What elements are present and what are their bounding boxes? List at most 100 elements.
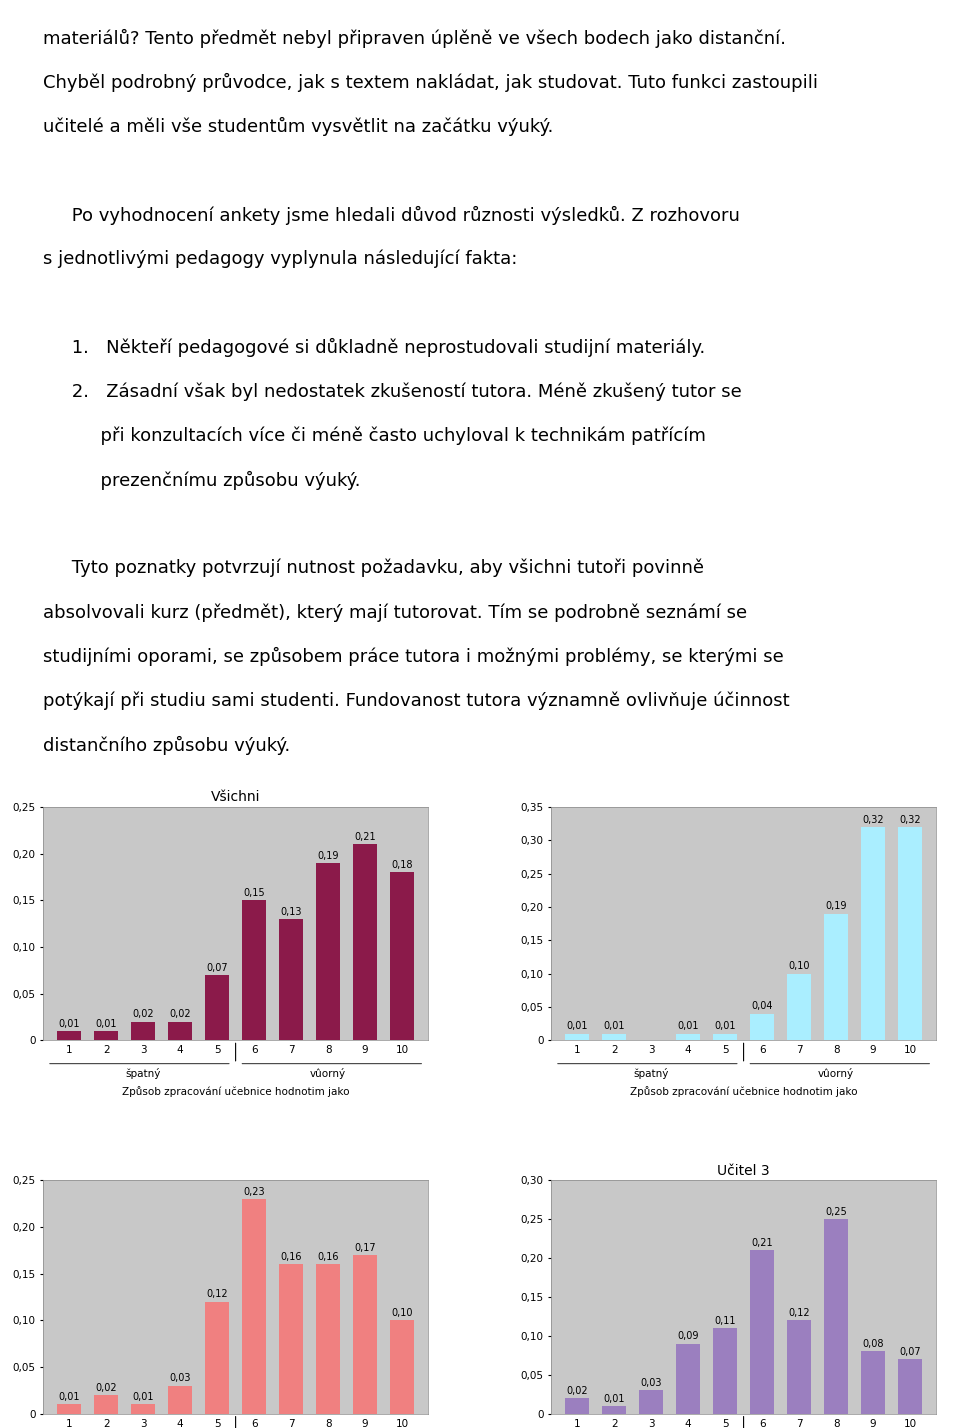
Text: 0,12: 0,12 [788, 1308, 810, 1318]
Bar [898, 827, 923, 1041]
Text: materiálů? Tento předmět nebyl připraven úplěně ve všech bodech jako distanční.: materiálů? Tento předmět nebyl připraven… [43, 29, 786, 49]
Text: 0,02: 0,02 [169, 1010, 191, 1020]
Text: 0,10: 0,10 [392, 1308, 413, 1318]
Text: 0,07: 0,07 [900, 1347, 921, 1357]
Text: 0,32: 0,32 [900, 815, 921, 825]
Title: Učitel 3: Učitel 3 [717, 1164, 770, 1178]
Bar [713, 1328, 737, 1414]
Text: 0,02: 0,02 [95, 1382, 117, 1392]
Text: 0,16: 0,16 [318, 1252, 339, 1262]
Bar [565, 1034, 589, 1041]
Text: špatný: špatný [126, 1068, 160, 1080]
Text: 0,10: 0,10 [788, 961, 810, 971]
Bar [750, 1014, 774, 1041]
Text: 0,01: 0,01 [59, 1392, 80, 1402]
Bar [787, 1321, 811, 1414]
Bar [676, 1034, 700, 1041]
Text: 0,19: 0,19 [318, 851, 339, 861]
Bar [824, 1220, 848, 1414]
Text: 0,11: 0,11 [714, 1315, 735, 1325]
Text: 0,21: 0,21 [354, 833, 376, 843]
Bar [279, 920, 303, 1041]
Bar [353, 844, 377, 1041]
Text: 2.   Zásadní však byl nedostatek zkušeností tutora. Méně zkušený tutor se: 2. Zásadní však byl nedostatek zkušenost… [43, 383, 742, 401]
Bar [676, 1344, 700, 1414]
Bar [205, 975, 229, 1041]
Text: s jednotlivými pedagogy vyplynula následující fakta:: s jednotlivými pedagogy vyplynula násled… [43, 250, 517, 268]
Bar [94, 1031, 118, 1041]
Text: distančního způsobu výuký.: distančního způsobu výuký. [43, 735, 291, 754]
Text: vûorný: vûorný [818, 1068, 854, 1080]
Bar [750, 1251, 774, 1414]
Text: 0,07: 0,07 [206, 962, 228, 972]
Bar [390, 873, 414, 1041]
Bar [639, 1391, 663, 1414]
Text: 0,03: 0,03 [640, 1378, 661, 1388]
Text: 0,17: 0,17 [354, 1242, 376, 1252]
Text: 0,15: 0,15 [243, 888, 265, 898]
Title: Všichni: Všichni [211, 791, 260, 804]
Text: při konzultacích více či méně často uchyloval k technikám patřícím: při konzultacích více či méně často uchy… [43, 427, 706, 446]
Bar [861, 827, 885, 1041]
Bar [94, 1395, 118, 1414]
Bar [132, 1404, 156, 1414]
Bar [279, 1264, 303, 1414]
Text: vûorný: vûorný [310, 1068, 347, 1080]
Bar [316, 1264, 340, 1414]
Text: 0,01: 0,01 [678, 1021, 699, 1031]
Text: 0,01: 0,01 [95, 1018, 117, 1028]
Bar [602, 1034, 626, 1041]
Text: 0,13: 0,13 [280, 907, 301, 917]
Text: 0,03: 0,03 [169, 1374, 191, 1384]
Text: 0,19: 0,19 [826, 901, 847, 911]
Text: 0,32: 0,32 [862, 815, 884, 825]
Bar [242, 1200, 266, 1414]
Bar [713, 1034, 737, 1041]
Text: 0,18: 0,18 [392, 860, 413, 870]
Bar [205, 1302, 229, 1414]
Text: 0,08: 0,08 [862, 1339, 884, 1349]
Bar [316, 863, 340, 1041]
Text: 0,16: 0,16 [280, 1252, 301, 1262]
Bar [57, 1031, 82, 1041]
Text: 0,01: 0,01 [603, 1394, 625, 1404]
Bar [861, 1351, 885, 1414]
Text: 0,09: 0,09 [678, 1331, 699, 1341]
Bar [824, 914, 848, 1041]
Text: potýkají při studiu sami studenti. Fundovanost tutora významně ovlivňuje účinnos: potýkají při studiu sami studenti. Fundo… [43, 691, 790, 710]
Bar [898, 1359, 923, 1414]
Text: studijními oporami, se způsobem práce tutora i možnými problémy, se kterými se: studijními oporami, se způsobem práce tu… [43, 647, 784, 667]
Bar [787, 974, 811, 1041]
Text: Tyto poznatky potvrzují nutnost požadavku, aby všichni tutoři povinně: Tyto poznatky potvrzují nutnost požadavk… [43, 558, 705, 577]
Text: špatný: špatný [634, 1068, 669, 1080]
Text: Chyběl podrobný průvodce, jak s textem nakládat, jak studovat. Tuto funkci zasto: Chyběl podrobný průvodce, jak s textem n… [43, 73, 818, 93]
Bar [565, 1398, 589, 1414]
Bar [132, 1021, 156, 1041]
Text: učitelé a měli vše studentům vysvětlit na začátku výuký.: učitelé a měli vše studentům vysvětlit n… [43, 117, 554, 137]
Bar [390, 1321, 414, 1414]
Bar [353, 1255, 377, 1414]
Bar [242, 901, 266, 1041]
Text: 0,01: 0,01 [132, 1392, 154, 1402]
Bar [168, 1385, 192, 1414]
Text: 0,02: 0,02 [132, 1010, 154, 1020]
Text: 0,01: 0,01 [603, 1021, 625, 1031]
Text: 0,01: 0,01 [59, 1018, 80, 1028]
Bar [602, 1407, 626, 1414]
Text: 0,04: 0,04 [752, 1001, 773, 1011]
Text: Po vyhodnocení ankety jsme hledali důvod různosti výsledků. Z rozhovoru: Po vyhodnocení ankety jsme hledali důvod… [43, 206, 740, 224]
Bar [57, 1404, 82, 1414]
X-axis label: Způsob zpracování učebnice hodnotim jako: Způsob zpracování učebnice hodnotim jako [122, 1085, 349, 1097]
Text: 0,01: 0,01 [566, 1021, 588, 1031]
X-axis label: Způsob zpracování učebnice hodnotim jako: Způsob zpracování učebnice hodnotim jako [630, 1085, 857, 1097]
Text: 0,12: 0,12 [206, 1289, 228, 1299]
Text: prezenčnímu způsobu výuký.: prezenčnímu způsobu výuký. [43, 471, 361, 490]
Bar [168, 1021, 192, 1041]
Text: 0,01: 0,01 [714, 1021, 735, 1031]
Text: 0,02: 0,02 [566, 1385, 588, 1395]
Text: 0,23: 0,23 [243, 1187, 265, 1197]
Text: 1.   Někteří pedagogové si důkladně neprostudovali studijní materiály.: 1. Někteří pedagogové si důkladně nepros… [43, 338, 706, 357]
Text: absolvovali kurz (předmět), který mají tutorovat. Tím se podrobně seznámí se: absolvovali kurz (předmět), který mají t… [43, 603, 747, 621]
Text: 0,25: 0,25 [826, 1207, 847, 1217]
Text: 0,21: 0,21 [752, 1238, 773, 1248]
